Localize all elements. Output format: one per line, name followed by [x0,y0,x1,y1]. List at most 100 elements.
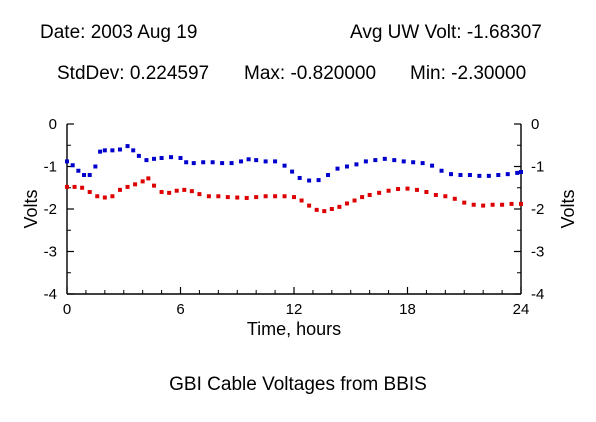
header-date: Date: 2003 Aug 19 [40,22,198,43]
blue-series-point [411,160,416,165]
red-series-point [322,209,327,214]
blue-series-point [246,157,251,162]
y-tick-label-left: -4 [44,286,57,303]
blue-series-point [254,158,259,163]
blue-series-point [220,161,225,166]
header-min: Min: -2.30000 [410,63,527,84]
blue-series-point [102,148,107,153]
blue-series-point [354,162,359,167]
y-tick-label-right: -1 [531,159,544,176]
red-series-point [140,179,145,184]
red-series-point [396,187,401,192]
red-series-point [225,195,230,200]
red-series-point [167,190,172,195]
tick-labels: 0 0 -1 -1 -2 -2 -3 -3 -4 -4 0 6 12 18 24 [44,116,545,318]
red-series-point [500,202,505,207]
red-series-point [344,201,349,206]
red-series-point [352,198,357,203]
red-series-point [519,201,523,206]
blue-series-point [316,178,321,183]
blue-series-point [136,153,141,158]
blue-series-point [98,149,103,154]
header-avg-uw-volt: Avg UW Volt: -1.68307 [350,22,542,43]
x-axis-label: Time, hours [247,319,341,339]
red-series-point [424,190,429,194]
y-tick-label-right: -3 [531,244,544,261]
blue-series-point [458,173,463,177]
red-series-point [433,192,438,197]
y-tick-label-left: -2 [44,201,57,218]
blue-series-point [273,159,278,164]
red-series-point [72,184,77,189]
red-series-point [102,195,107,200]
red-series-point [206,194,211,199]
blue-series-point [239,159,244,164]
blue-series-point [65,159,69,164]
blue-series-point [169,155,174,160]
header-max: Max: -0.820000 [244,63,377,84]
red-series-point [405,186,410,191]
red-series-point [462,200,467,205]
blue-series-point [467,173,472,177]
red-series-point [337,204,342,209]
red-series-point [110,194,115,199]
red-series-point [117,187,122,192]
red-series-point [292,195,296,200]
red-series-point [65,184,69,189]
y-tick-label-left: 0 [49,116,57,133]
blue-series-point [297,175,302,180]
chart-caption: GBI Cable Voltages from BBIS [169,374,427,395]
red-series-point [367,192,372,197]
red-series-point [254,195,259,200]
blue-series-point [382,156,387,161]
y-tick-label-right: 0 [531,116,539,133]
x-tick-label: 24 [513,301,530,318]
red-series-point [216,194,221,199]
blue-series-point [326,173,331,177]
red-series-point [386,188,391,193]
red-series-point [452,196,457,201]
blue-series-point [229,161,234,166]
blue-series-point [401,159,406,164]
blue-series-point [335,166,340,171]
red-series-point [80,185,85,190]
blue-series-point [263,159,268,164]
blue-series-point [76,168,81,173]
red-series-point [299,198,304,203]
data-marks [65,144,523,214]
x-tick-label: 0 [63,301,71,318]
red-series-point [443,194,448,199]
blue-series-point [144,158,149,163]
blue-series-point [496,173,501,177]
red-series-point [235,195,240,200]
red-series-point [329,207,334,211]
blue-series-point [515,170,520,175]
blue-series-point [131,148,136,153]
blue-series-point [87,173,92,177]
blue-series-point [152,156,157,161]
red-series-point [159,190,164,194]
blue-series-point [519,170,523,175]
axis-ticks [66,123,522,295]
red-series-point [87,190,92,194]
x-tick-label: 12 [286,301,303,318]
blue-series-point [307,178,312,183]
blue-series-point [210,160,215,165]
red-series-point [282,194,287,199]
blue-series-point [477,173,482,178]
blue-series-point [430,163,435,168]
blue-series-point [392,158,397,163]
blue-series-point [159,156,164,160]
red-series-point [197,192,202,197]
red-series-point [133,182,138,187]
blue-series-point [505,172,510,177]
red-series-point [314,207,319,212]
red-series-point [146,176,151,181]
y-axis-label-right: Volts [558,189,578,228]
blue-series-point [344,164,349,169]
blue-series-point [191,161,196,166]
red-series-point [481,203,486,208]
red-series-point [182,187,187,192]
blue-series-point [290,169,295,174]
blue-series-point [420,161,425,166]
